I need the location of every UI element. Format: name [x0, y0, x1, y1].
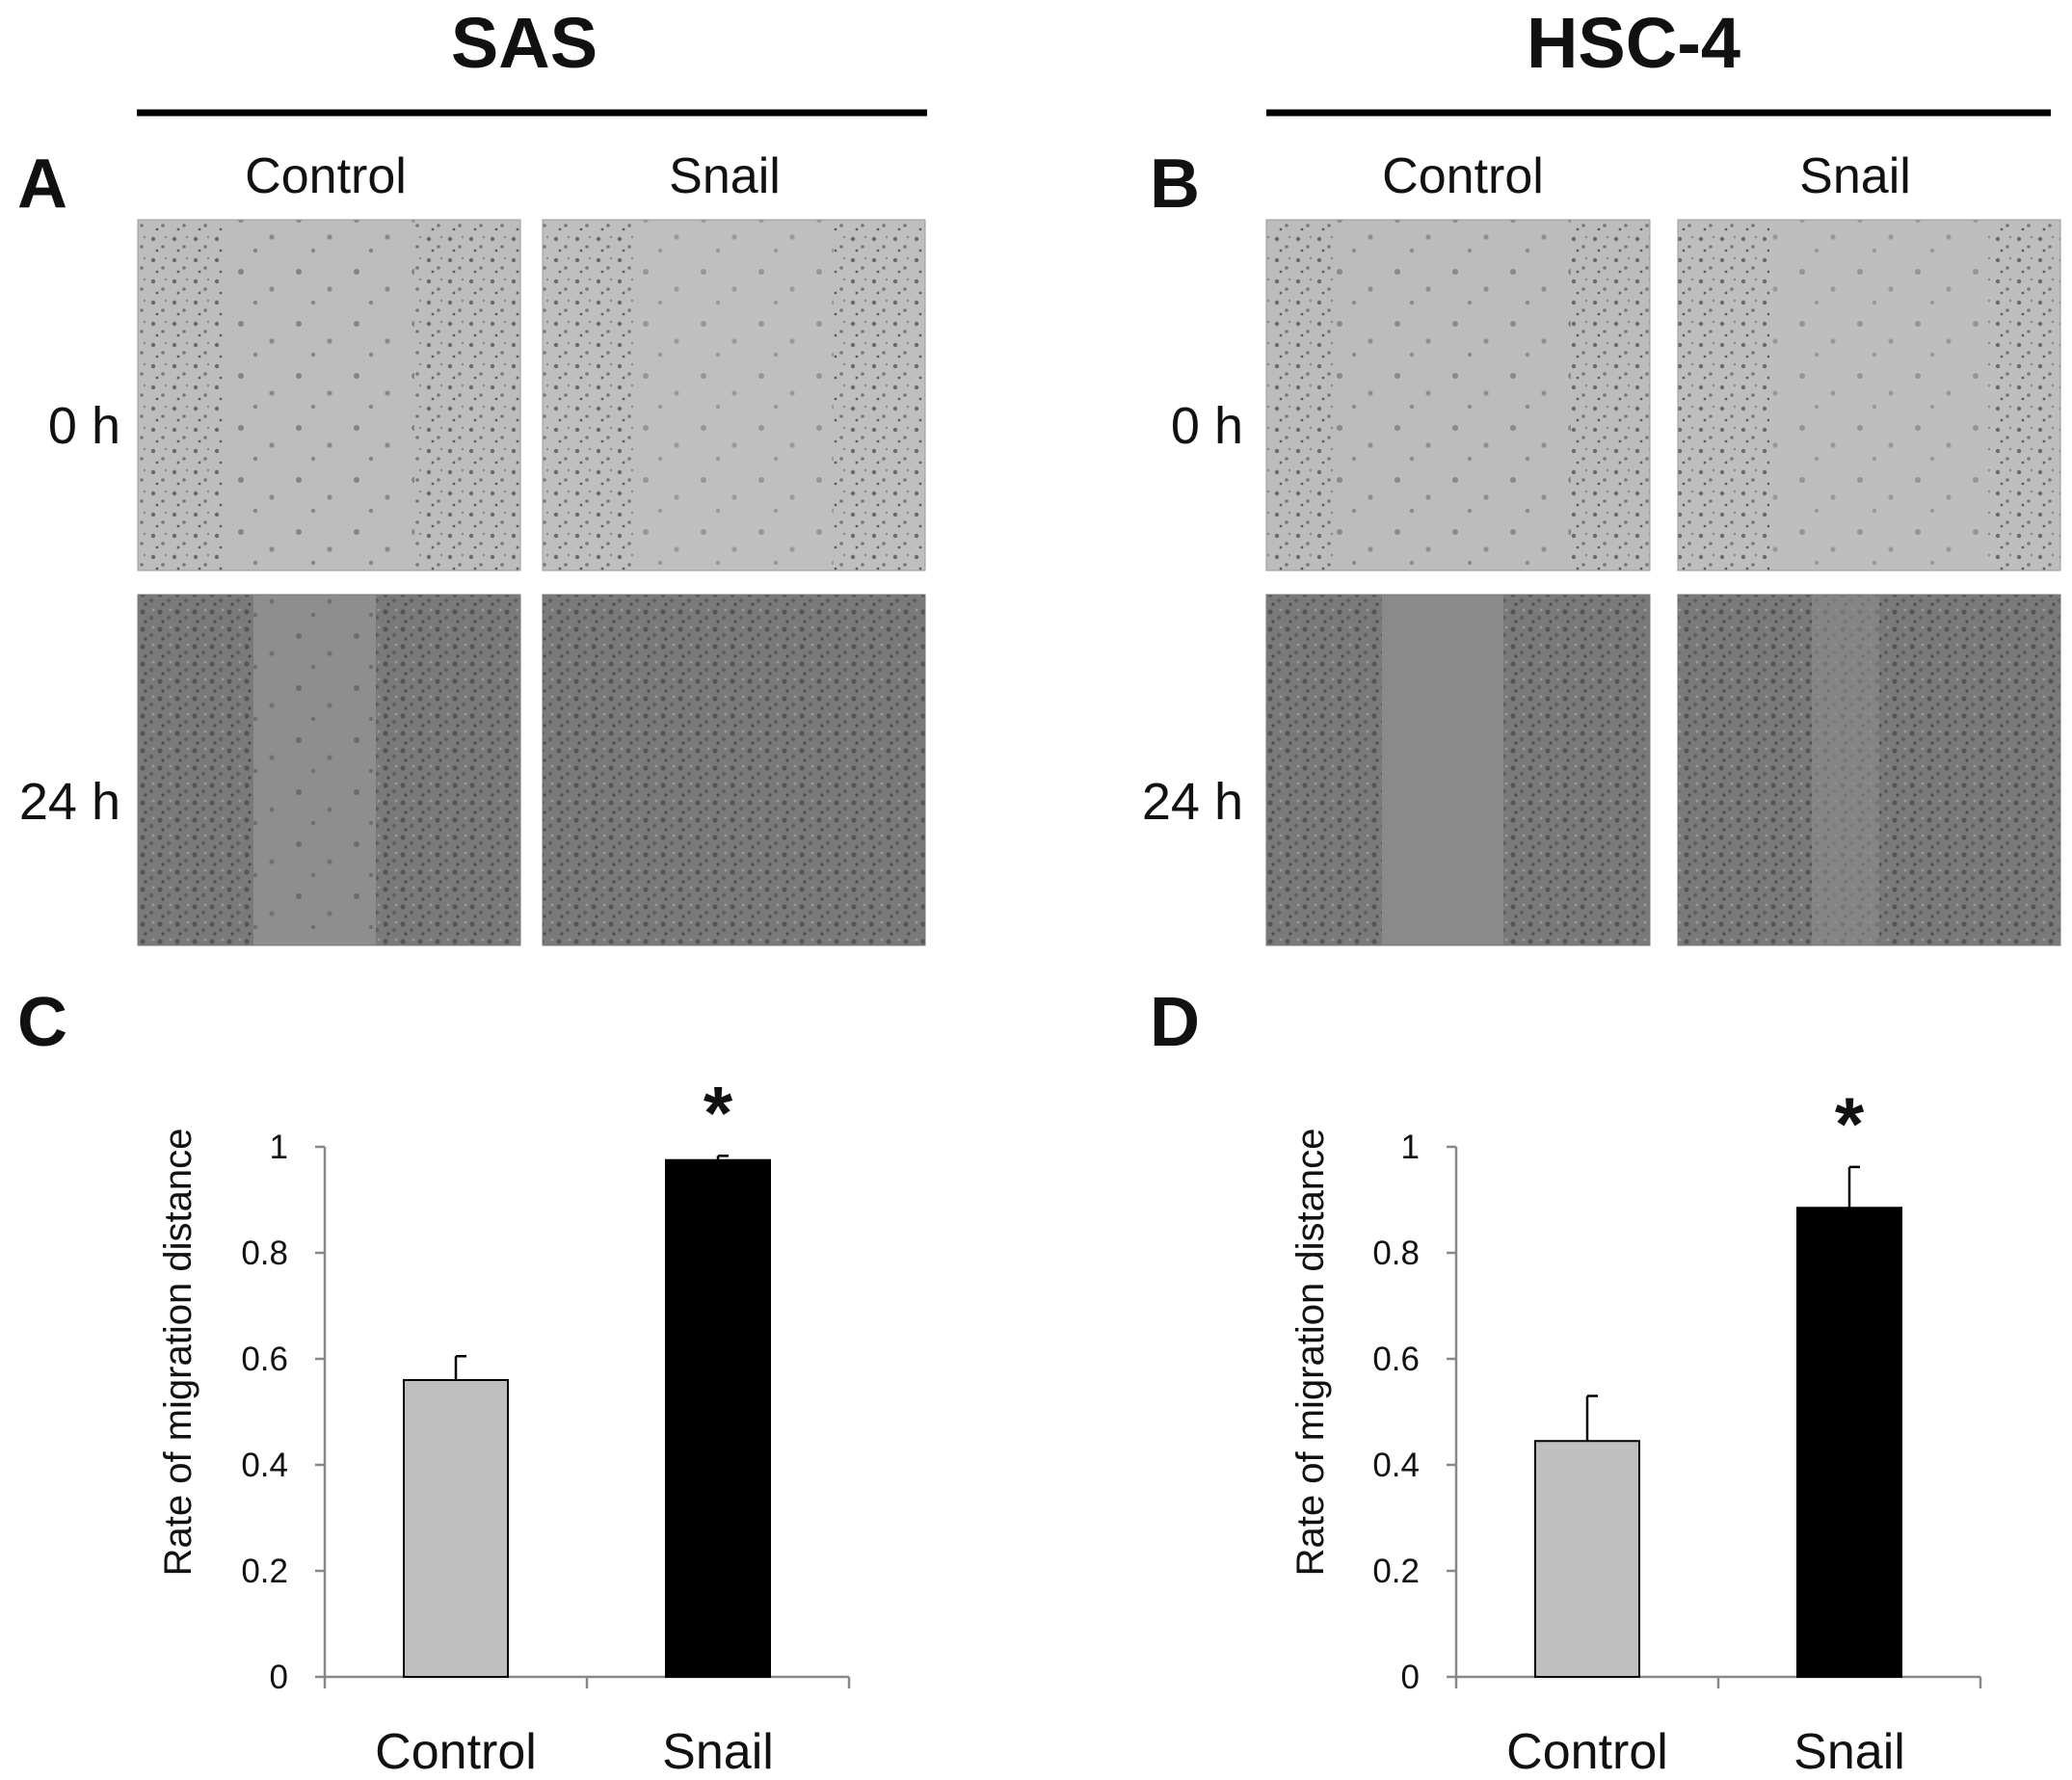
micrograph-sas-control-24h: [137, 594, 521, 946]
micrograph-hsc4-snail-0h: [1677, 219, 2061, 571]
y-tick-label-d: 0.2: [1372, 1553, 1420, 1590]
micrograph-hsc4-snail-24h: [1677, 594, 2061, 946]
row-label-hsc4-0h: 0 h: [1171, 397, 1243, 455]
bar-snail-d: [1796, 1207, 1902, 1678]
x-tick-label-d: Control: [1506, 1724, 1668, 1780]
group-title-sas: SAS: [451, 3, 598, 83]
micrograph-sas-snail-24h: [542, 594, 926, 946]
y-tick-label-d: 0.6: [1372, 1341, 1420, 1378]
micrograph-sas-snail-0h: [542, 219, 926, 571]
panel-label-d: D: [1150, 984, 1200, 1061]
y-tick-label-d: 1: [1401, 1129, 1420, 1166]
row-label-sas-24h: 24 h: [19, 773, 120, 831]
row-label-hsc4-24h: 24 h: [1142, 773, 1243, 831]
column-label-sas-control: Control: [245, 148, 407, 204]
bar-snail-c: [665, 1158, 771, 1678]
group-title-hsc4: HSC-4: [1527, 3, 1740, 83]
x-tick-label-c: Snail: [662, 1724, 774, 1780]
panel-label-a: A: [17, 146, 67, 223]
panel-label-b: B: [1150, 146, 1200, 223]
column-label-hsc4-control: Control: [1382, 148, 1544, 204]
y-tick-label-d: 0.4: [1372, 1447, 1420, 1484]
significance-marker-d: *: [1835, 1081, 1865, 1166]
y-tick-label-d: 0.8: [1372, 1235, 1420, 1272]
column-label-hsc4-snail: Snail: [1799, 148, 1911, 204]
chart-c: Rate of migration distance 0 0.2 0.4 0.6 0.8…: [157, 1070, 851, 1780]
bar-control-c: [403, 1379, 509, 1678]
panel-label-c: C: [17, 984, 67, 1061]
micrograph-hsc4-control-0h: [1265, 219, 1651, 571]
y-axis-label-d: Rate of migration distance: [1289, 1129, 1332, 1577]
x-tick-label-c: Control: [375, 1724, 537, 1780]
column-label-sas-snail: Snail: [669, 148, 781, 204]
row-label-sas-0h: 0 h: [48, 397, 120, 455]
y-axis-label-c: Rate of migration distance: [157, 1129, 199, 1577]
chart-d: Rate of migration distance 0 0.2 0.4 0.6 0.8…: [1289, 1081, 1982, 1780]
y-tick-label-c: 0.8: [241, 1235, 288, 1272]
y-tick-label-d: 0: [1401, 1659, 1420, 1696]
micrograph-hsc4-control-24h: [1265, 594, 1651, 946]
y-tick-label-c: 0.4: [241, 1447, 288, 1484]
micrograph-sas-control-0h: [137, 219, 521, 571]
x-tick-label-d: Snail: [1793, 1724, 1905, 1780]
y-tick-label-c: 0.6: [241, 1341, 288, 1378]
significance-marker-c: *: [704, 1070, 733, 1155]
bar-control-d: [1534, 1440, 1640, 1678]
y-tick-label-c: 0: [270, 1659, 288, 1696]
y-tick-label-c: 1: [270, 1129, 288, 1166]
y-tick-label-c: 0.2: [241, 1553, 288, 1590]
